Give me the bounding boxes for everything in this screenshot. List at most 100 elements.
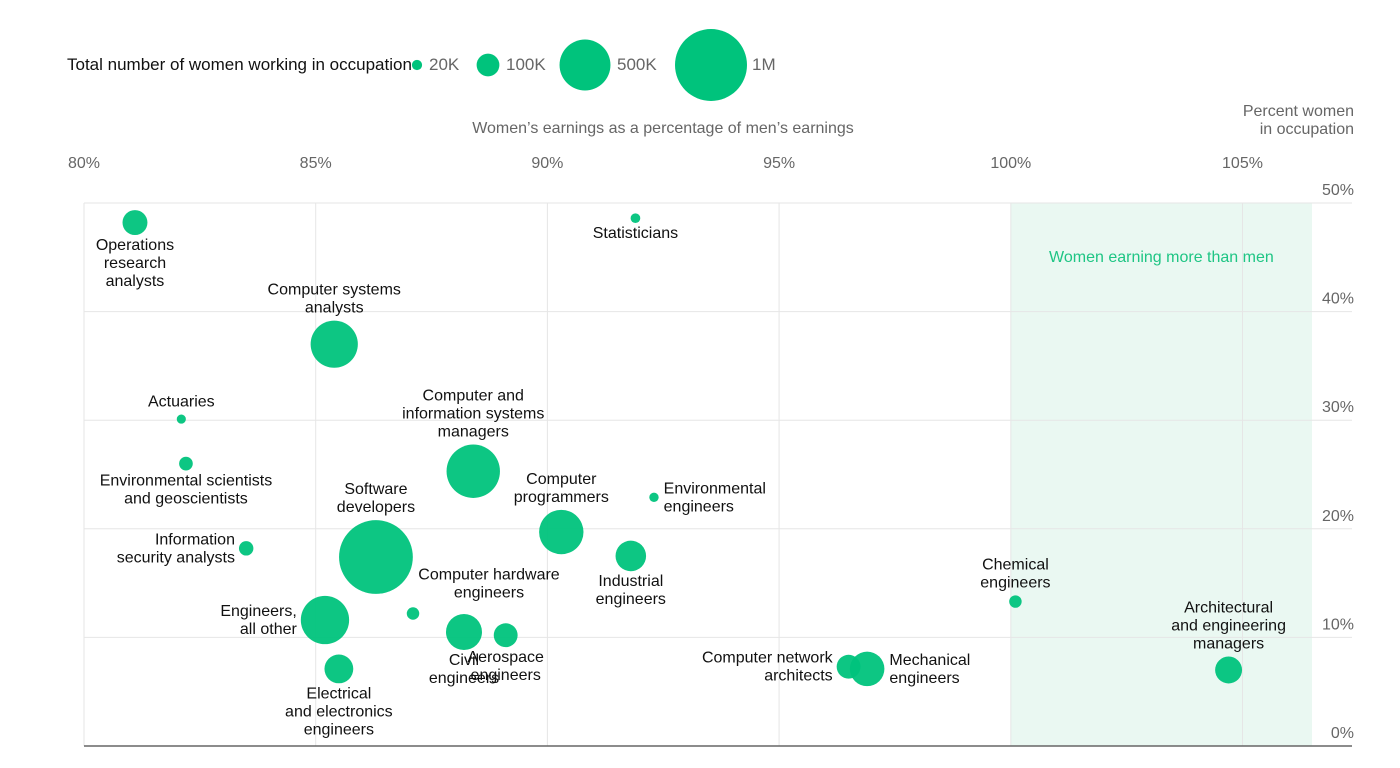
bubble: [310, 320, 358, 368]
bubble: [1215, 656, 1243, 684]
bubble: [238, 541, 254, 556]
point-label: and electronics: [285, 703, 393, 720]
point-label: Chemical: [982, 556, 1049, 573]
bubble: [406, 607, 420, 620]
bubble: [176, 414, 186, 424]
y-axis-title: Percent women in occupation: [1243, 103, 1354, 138]
point-label: Engineers,: [220, 603, 297, 620]
x-tick-label: 95%: [763, 155, 795, 172]
bubble: [446, 444, 500, 498]
point-label: Environmental scientists: [100, 472, 273, 489]
point-label: Mechanical: [889, 652, 970, 669]
x-tick-label: 90%: [531, 155, 563, 172]
bubble: [179, 456, 193, 471]
point-label: engineers: [304, 721, 374, 738]
y-axis-title-line-2: in occupation: [1260, 121, 1354, 138]
point-label: engineers: [454, 584, 524, 601]
point-label: Computer network: [702, 650, 834, 667]
bubble: [1009, 595, 1022, 608]
grid: [83, 202, 1352, 746]
bubble: [539, 509, 584, 555]
data-points: OperationsresearchanalystsStatisticiansC…: [96, 210, 1286, 738]
size-legend-circle: [559, 39, 611, 91]
y-tick-label: 0%: [1331, 725, 1354, 742]
data-point: Actuaries: [148, 394, 215, 424]
point-label: Architectural: [1184, 600, 1273, 617]
point-label: architects: [764, 668, 832, 685]
bubble: [300, 595, 350, 645]
point-label: all other: [240, 621, 298, 638]
point-label: engineers: [429, 670, 499, 687]
point-label: Computer systems: [268, 282, 401, 299]
x-tick-label: 80%: [68, 155, 100, 172]
bubble: [630, 213, 641, 224]
y-tick-label: 50%: [1322, 182, 1354, 199]
bubble: [122, 210, 148, 236]
x-axis-title: Women’s earnings as a percentage of men’…: [472, 120, 854, 137]
point-label: analysts: [305, 300, 364, 317]
y-tick-label: 30%: [1322, 399, 1354, 416]
data-point: Engineers,all other: [220, 595, 350, 645]
point-label: Information: [155, 531, 235, 548]
point-label: managers: [438, 424, 509, 441]
y-tick-label: 20%: [1322, 508, 1354, 525]
size-legend-circle: [476, 53, 500, 77]
point-label: Statisticians: [593, 225, 678, 242]
y-axis-title-line-1: Percent women: [1243, 103, 1354, 120]
point-label: Industrial: [598, 573, 663, 590]
point-label: managers: [1193, 636, 1264, 653]
point-label: Actuaries: [148, 394, 215, 411]
size-legend-circle: [675, 29, 747, 101]
point-label: and engineering: [1171, 618, 1286, 635]
bubble: [445, 613, 482, 650]
data-point: Statisticians: [593, 213, 678, 242]
point-label: engineers: [664, 498, 734, 515]
size-legend-title: Total number of women working in occupat…: [67, 55, 412, 74]
bubble: [324, 654, 354, 684]
point-label: analysts: [106, 273, 165, 290]
shaded-region-label: Women earning more than men: [1049, 249, 1274, 266]
x-tick-label: 100%: [990, 155, 1031, 172]
size-legend-label: 100K: [506, 55, 546, 74]
point-label: Computer: [526, 471, 597, 488]
x-axis-ticks: 80% 85% 90% 95% 100% 105%: [68, 155, 1263, 172]
size-legend-label: 500K: [617, 55, 657, 74]
point-label: Environmental: [664, 480, 766, 497]
size-legend: Total number of women working in occupat…: [67, 29, 776, 101]
point-label: Computer and: [423, 388, 524, 405]
bubble: [649, 492, 659, 502]
point-label: Electrical: [306, 685, 371, 702]
bubble: [849, 651, 885, 687]
point-label: and geoscientists: [124, 490, 248, 507]
size-legend-label: 20K: [429, 55, 460, 74]
bubble: [615, 540, 647, 572]
x-tick-label: 85%: [300, 155, 332, 172]
point-label: Operations: [96, 237, 174, 254]
point-label: engineers: [889, 670, 959, 687]
point-label: information systems: [402, 406, 544, 423]
bubble: [493, 623, 518, 648]
y-axis-ticks: 50% 40% 30% 20% 10% 0%: [1322, 182, 1354, 742]
bubble: [339, 520, 413, 594]
size-legend-circle: [411, 59, 423, 71]
y-tick-label: 40%: [1322, 291, 1354, 308]
point-label: engineers: [596, 591, 666, 608]
shaded-region: [1010, 203, 1312, 746]
point-label: security analysts: [117, 549, 235, 566]
point-label: engineers: [471, 667, 541, 684]
